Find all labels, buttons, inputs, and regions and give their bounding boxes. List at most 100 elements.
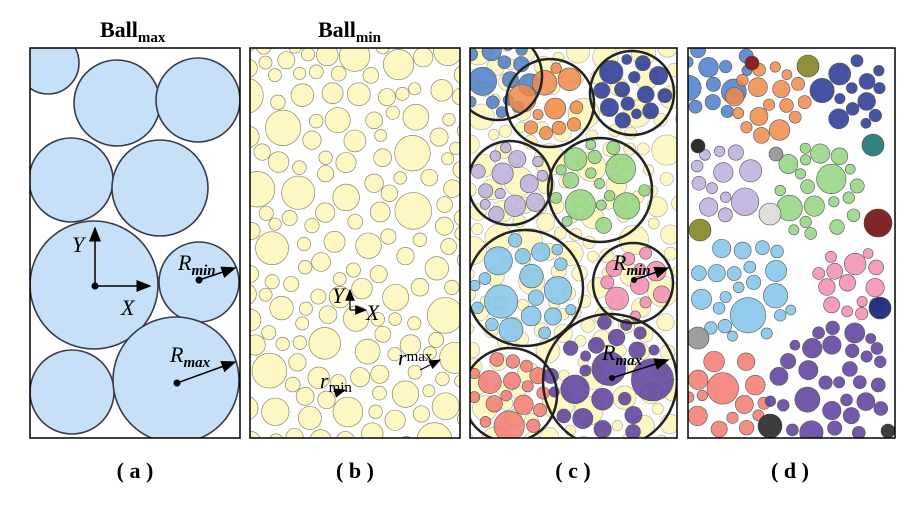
particle: [494, 188, 506, 200]
particle: [449, 141, 460, 156]
particle: [727, 330, 738, 342]
particle: [731, 187, 760, 216]
particle: [269, 433, 284, 438]
particle: [628, 71, 641, 84]
particle: [696, 389, 708, 401]
particle: [470, 279, 481, 292]
particle: [298, 260, 313, 275]
particle: [757, 413, 783, 438]
particle: [691, 288, 712, 310]
particle: [380, 228, 397, 245]
particle: [873, 65, 885, 77]
particle: [470, 96, 477, 108]
particle: [653, 112, 668, 127]
particle: [865, 278, 885, 298]
particle: [604, 190, 616, 202]
particle: [508, 150, 527, 168]
r-max-b: rmax: [398, 345, 433, 370]
particle: [384, 409, 406, 431]
particle: [588, 337, 605, 354]
particle: [557, 67, 582, 92]
particle: [804, 227, 817, 240]
caption-a: ( a ): [117, 458, 154, 483]
particle: [281, 210, 298, 226]
particle: [690, 48, 706, 59]
particle: [500, 142, 512, 154]
particle: [284, 376, 301, 393]
particle: [691, 176, 707, 191]
particle: [620, 96, 635, 111]
particle: [730, 297, 767, 334]
particle: [880, 423, 895, 438]
particle: [454, 226, 460, 241]
particle: [764, 395, 776, 407]
particle: [688, 405, 708, 426]
particle: [317, 390, 336, 410]
particle: [826, 263, 844, 280]
particle: [295, 387, 315, 406]
axis-y-b: Y: [332, 283, 347, 308]
particle: [780, 353, 797, 370]
particle: [737, 352, 756, 371]
particle: [493, 410, 525, 438]
particle: [611, 419, 624, 432]
particle: [451, 87, 460, 106]
axes-a: [89, 226, 237, 384]
particle: [733, 241, 752, 260]
particle: [380, 184, 399, 202]
particle: [370, 312, 386, 327]
particle: [614, 112, 631, 129]
particle: [860, 117, 872, 129]
particle: [621, 252, 636, 266]
particle: [563, 340, 579, 356]
particle: [435, 371, 450, 387]
particle: [365, 111, 383, 130]
particle: [690, 138, 706, 154]
particle: [514, 248, 531, 265]
particle: [290, 83, 315, 107]
particle: [672, 265, 677, 278]
particle: [533, 403, 548, 417]
particle: [613, 192, 641, 220]
particle: [818, 375, 833, 390]
particle: [318, 305, 338, 324]
particle: [250, 283, 257, 305]
particle: [799, 215, 812, 229]
r-max: Rmax: [169, 342, 211, 371]
particle: [633, 326, 647, 340]
particle: [733, 281, 745, 294]
particle: [523, 120, 538, 135]
particle: [330, 65, 347, 82]
particle: [478, 183, 494, 199]
particle: [587, 250, 599, 263]
particle: [744, 55, 760, 71]
particle: [845, 343, 860, 358]
particle: [483, 246, 513, 276]
particle: [261, 397, 290, 426]
caption-d: ( d ): [771, 458, 809, 483]
particle: [338, 48, 371, 72]
particle: [443, 179, 460, 198]
particle: [416, 422, 453, 438]
particle: [660, 224, 677, 245]
particle: [479, 198, 491, 210]
particle: [663, 246, 677, 261]
particle: [726, 411, 739, 424]
particle: [599, 60, 624, 85]
panel-frames: [29, 47, 896, 439]
particle: [822, 401, 842, 421]
particle: [471, 222, 484, 235]
particle: [861, 133, 885, 157]
particle: [479, 416, 492, 428]
particle: [870, 377, 886, 393]
particle: [433, 48, 460, 67]
particle: [605, 286, 629, 311]
particle: [719, 48, 722, 49]
particle: [387, 346, 402, 362]
particle: [621, 54, 633, 65]
particle: [369, 265, 388, 284]
particle: [452, 160, 460, 179]
particle: [488, 129, 500, 141]
particle: [267, 151, 290, 173]
particle: [424, 256, 449, 281]
